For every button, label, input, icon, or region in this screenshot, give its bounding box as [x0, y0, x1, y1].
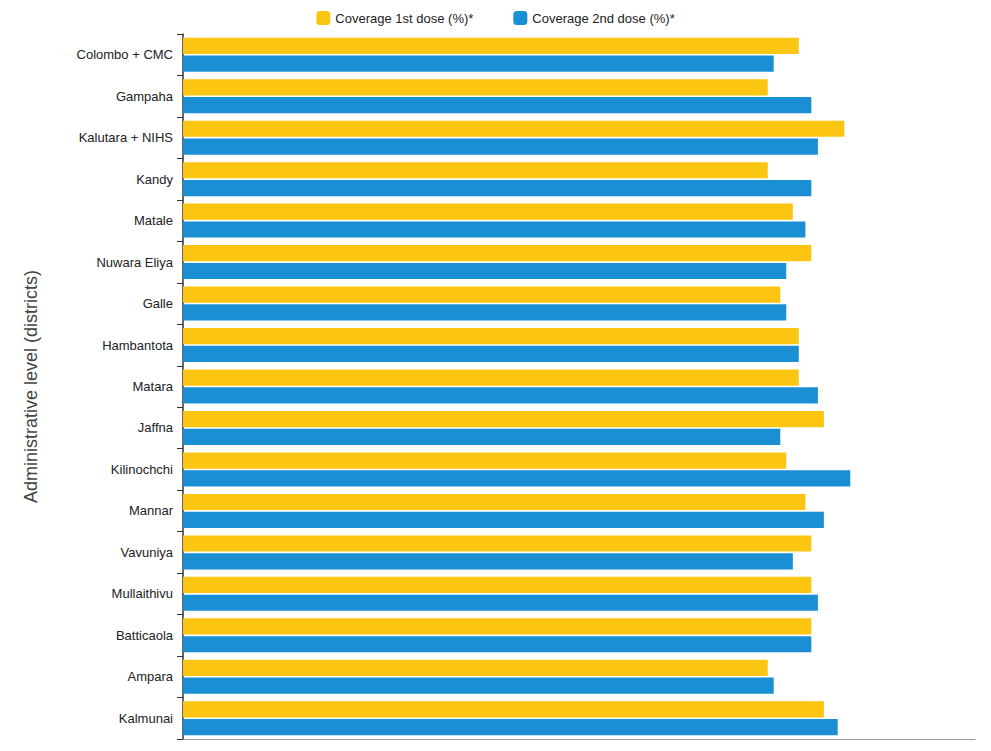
svg-text:Mannar: Mannar: [129, 503, 174, 518]
svg-text:Hambantota: Hambantota: [102, 338, 174, 353]
svg-text:Ampara: Ampara: [127, 669, 173, 684]
svg-text:Gampaha: Gampaha: [116, 89, 174, 104]
svg-text:Matara: Matara: [133, 379, 174, 394]
svg-text:Vavuniya: Vavuniya: [120, 545, 173, 560]
svg-text:Kalutara + NIHS: Kalutara + NIHS: [79, 130, 174, 145]
svg-text:Coverage 2nd dose (%)*: Coverage 2nd dose (%)*: [532, 11, 674, 26]
svg-text:Galle: Galle: [143, 296, 173, 311]
svg-text:Nuwara Eliya: Nuwara Eliya: [96, 255, 173, 270]
svg-text:Administrative level (district: Administrative level (districts): [21, 270, 41, 503]
svg-text:Matale: Matale: [134, 213, 173, 228]
svg-text:Jaffna: Jaffna: [138, 420, 174, 435]
svg-text:Mullaithivu: Mullaithivu: [112, 586, 173, 601]
svg-text:Coverage 1st dose (%)*: Coverage 1st dose (%)*: [335, 11, 473, 26]
svg-text:Batticaola: Batticaola: [116, 628, 174, 643]
svg-text:Kandy: Kandy: [136, 172, 173, 187]
svg-text:Colombo + CMC: Colombo + CMC: [77, 47, 173, 62]
svg-text:Kilinochchi: Kilinochchi: [111, 462, 173, 477]
svg-text:Kalmunai: Kalmunai: [119, 711, 173, 726]
